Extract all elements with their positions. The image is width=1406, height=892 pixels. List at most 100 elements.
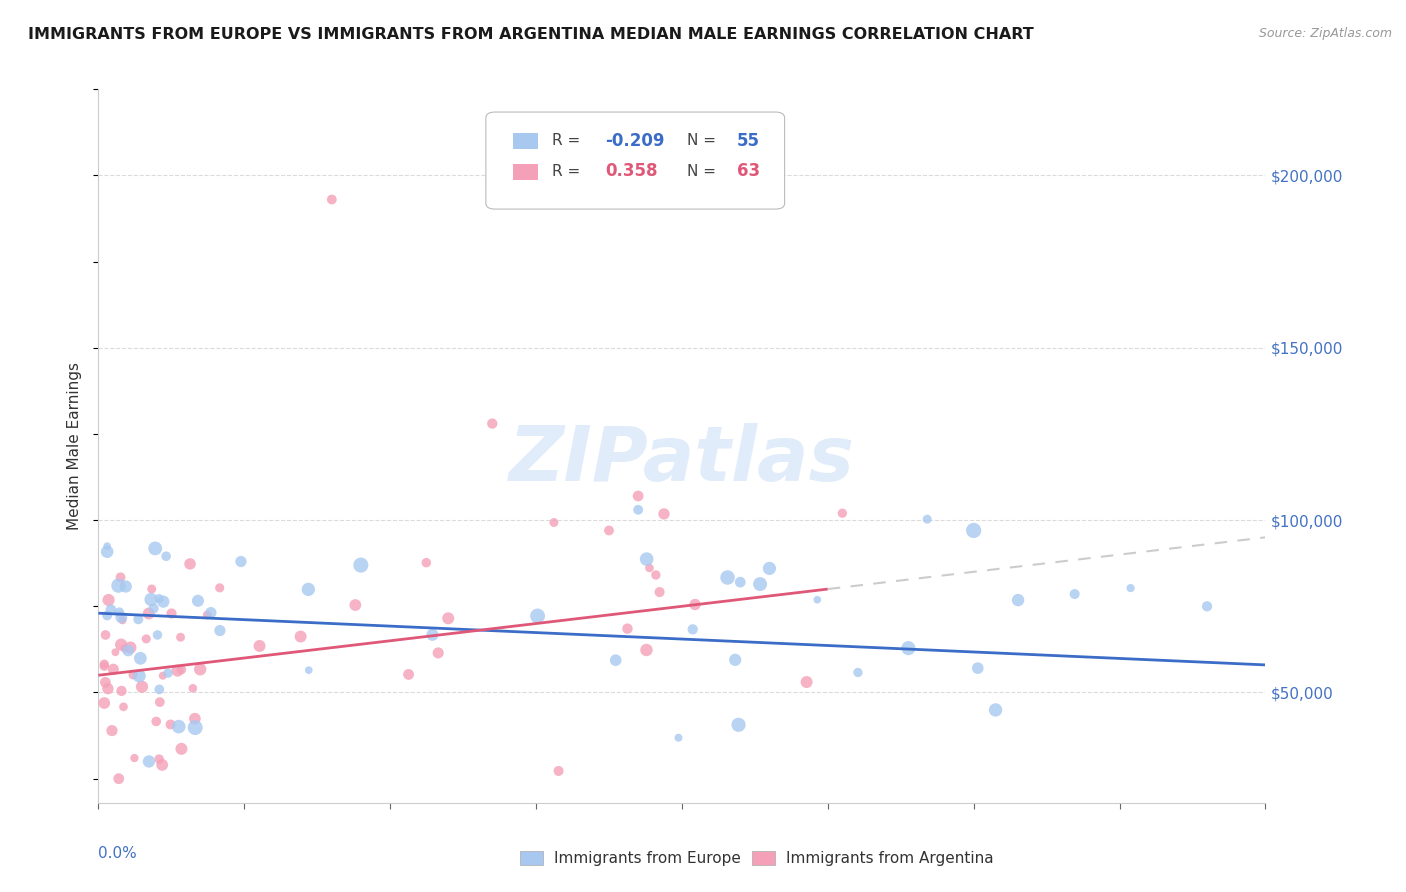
Point bbox=[179, 557, 201, 571]
Point bbox=[148, 682, 170, 697]
Point bbox=[796, 675, 818, 690]
Point bbox=[1195, 599, 1218, 614]
Point bbox=[142, 601, 165, 615]
Point bbox=[96, 545, 118, 559]
Point bbox=[122, 668, 145, 682]
Point bbox=[100, 602, 122, 616]
Point bbox=[683, 598, 706, 612]
Point bbox=[427, 646, 450, 660]
Point bbox=[636, 552, 658, 566]
Point bbox=[181, 681, 204, 696]
Point bbox=[966, 661, 988, 675]
Point bbox=[156, 666, 179, 681]
Text: -0.209: -0.209 bbox=[605, 132, 665, 150]
Point bbox=[249, 639, 271, 653]
Point bbox=[984, 703, 1007, 717]
Point bbox=[415, 556, 437, 570]
Point bbox=[398, 667, 420, 681]
Point bbox=[188, 662, 211, 676]
Point bbox=[344, 598, 367, 612]
Point bbox=[682, 623, 704, 637]
Point bbox=[195, 607, 218, 622]
Point bbox=[167, 720, 190, 734]
Point bbox=[547, 764, 569, 778]
Point bbox=[187, 594, 209, 608]
Point bbox=[170, 663, 193, 677]
Point bbox=[648, 585, 671, 599]
Point bbox=[200, 606, 222, 620]
Text: 63: 63 bbox=[737, 162, 759, 180]
Point bbox=[644, 568, 666, 582]
Point bbox=[159, 717, 181, 731]
Point bbox=[1007, 593, 1029, 607]
Point bbox=[93, 657, 115, 672]
Point bbox=[152, 669, 174, 683]
Point bbox=[169, 630, 191, 644]
Point bbox=[298, 663, 321, 677]
Text: Immigrants from Europe: Immigrants from Europe bbox=[554, 851, 741, 865]
Point bbox=[97, 593, 120, 607]
Point bbox=[160, 607, 183, 621]
Point bbox=[108, 605, 131, 619]
Point bbox=[135, 632, 157, 646]
Point bbox=[290, 630, 312, 644]
Point bbox=[145, 714, 167, 729]
Point bbox=[150, 758, 173, 772]
Text: R =: R = bbox=[553, 164, 585, 178]
Point bbox=[127, 612, 149, 626]
Point bbox=[636, 643, 658, 657]
Point bbox=[1063, 587, 1085, 601]
Point bbox=[184, 721, 207, 735]
Point bbox=[94, 675, 117, 690]
Point bbox=[526, 609, 548, 624]
FancyBboxPatch shape bbox=[486, 112, 785, 209]
Point bbox=[716, 570, 738, 584]
Point bbox=[481, 417, 503, 431]
Bar bbox=[513, 164, 538, 180]
Point bbox=[915, 512, 938, 526]
Point bbox=[117, 643, 139, 657]
Point bbox=[1119, 581, 1142, 595]
Point bbox=[93, 696, 115, 710]
Point bbox=[138, 607, 160, 621]
Point bbox=[758, 561, 780, 575]
Point bbox=[93, 659, 115, 673]
Point bbox=[149, 695, 172, 709]
Point bbox=[806, 592, 828, 607]
Point bbox=[138, 755, 160, 769]
Point bbox=[104, 645, 127, 659]
Point bbox=[114, 579, 136, 593]
Text: 0.0%: 0.0% bbox=[98, 846, 138, 861]
Point bbox=[101, 723, 124, 738]
Text: Immigrants from Argentina: Immigrants from Argentina bbox=[786, 851, 994, 865]
Point bbox=[437, 611, 460, 625]
Point bbox=[110, 570, 132, 584]
Text: N =: N = bbox=[686, 133, 720, 148]
Point bbox=[110, 610, 132, 624]
Point bbox=[605, 653, 627, 667]
Point bbox=[131, 680, 153, 694]
Point bbox=[724, 653, 747, 667]
Point bbox=[166, 664, 188, 678]
Point bbox=[96, 539, 118, 553]
Point bbox=[846, 665, 869, 680]
Point bbox=[170, 741, 193, 756]
Point bbox=[184, 712, 207, 726]
Text: N =: N = bbox=[686, 164, 720, 178]
Point bbox=[749, 577, 772, 591]
Point bbox=[229, 554, 252, 568]
Point bbox=[97, 681, 120, 696]
Point bbox=[638, 561, 661, 575]
Point bbox=[114, 641, 136, 656]
Point bbox=[208, 624, 231, 638]
Point bbox=[297, 582, 319, 597]
Point bbox=[616, 622, 638, 636]
Point bbox=[730, 575, 752, 590]
Point bbox=[143, 541, 166, 556]
Point bbox=[120, 640, 142, 655]
Point bbox=[831, 506, 853, 520]
Text: ZIPatlas: ZIPatlas bbox=[509, 424, 855, 497]
Point bbox=[96, 608, 118, 623]
Point bbox=[727, 718, 749, 732]
Point bbox=[543, 516, 565, 530]
